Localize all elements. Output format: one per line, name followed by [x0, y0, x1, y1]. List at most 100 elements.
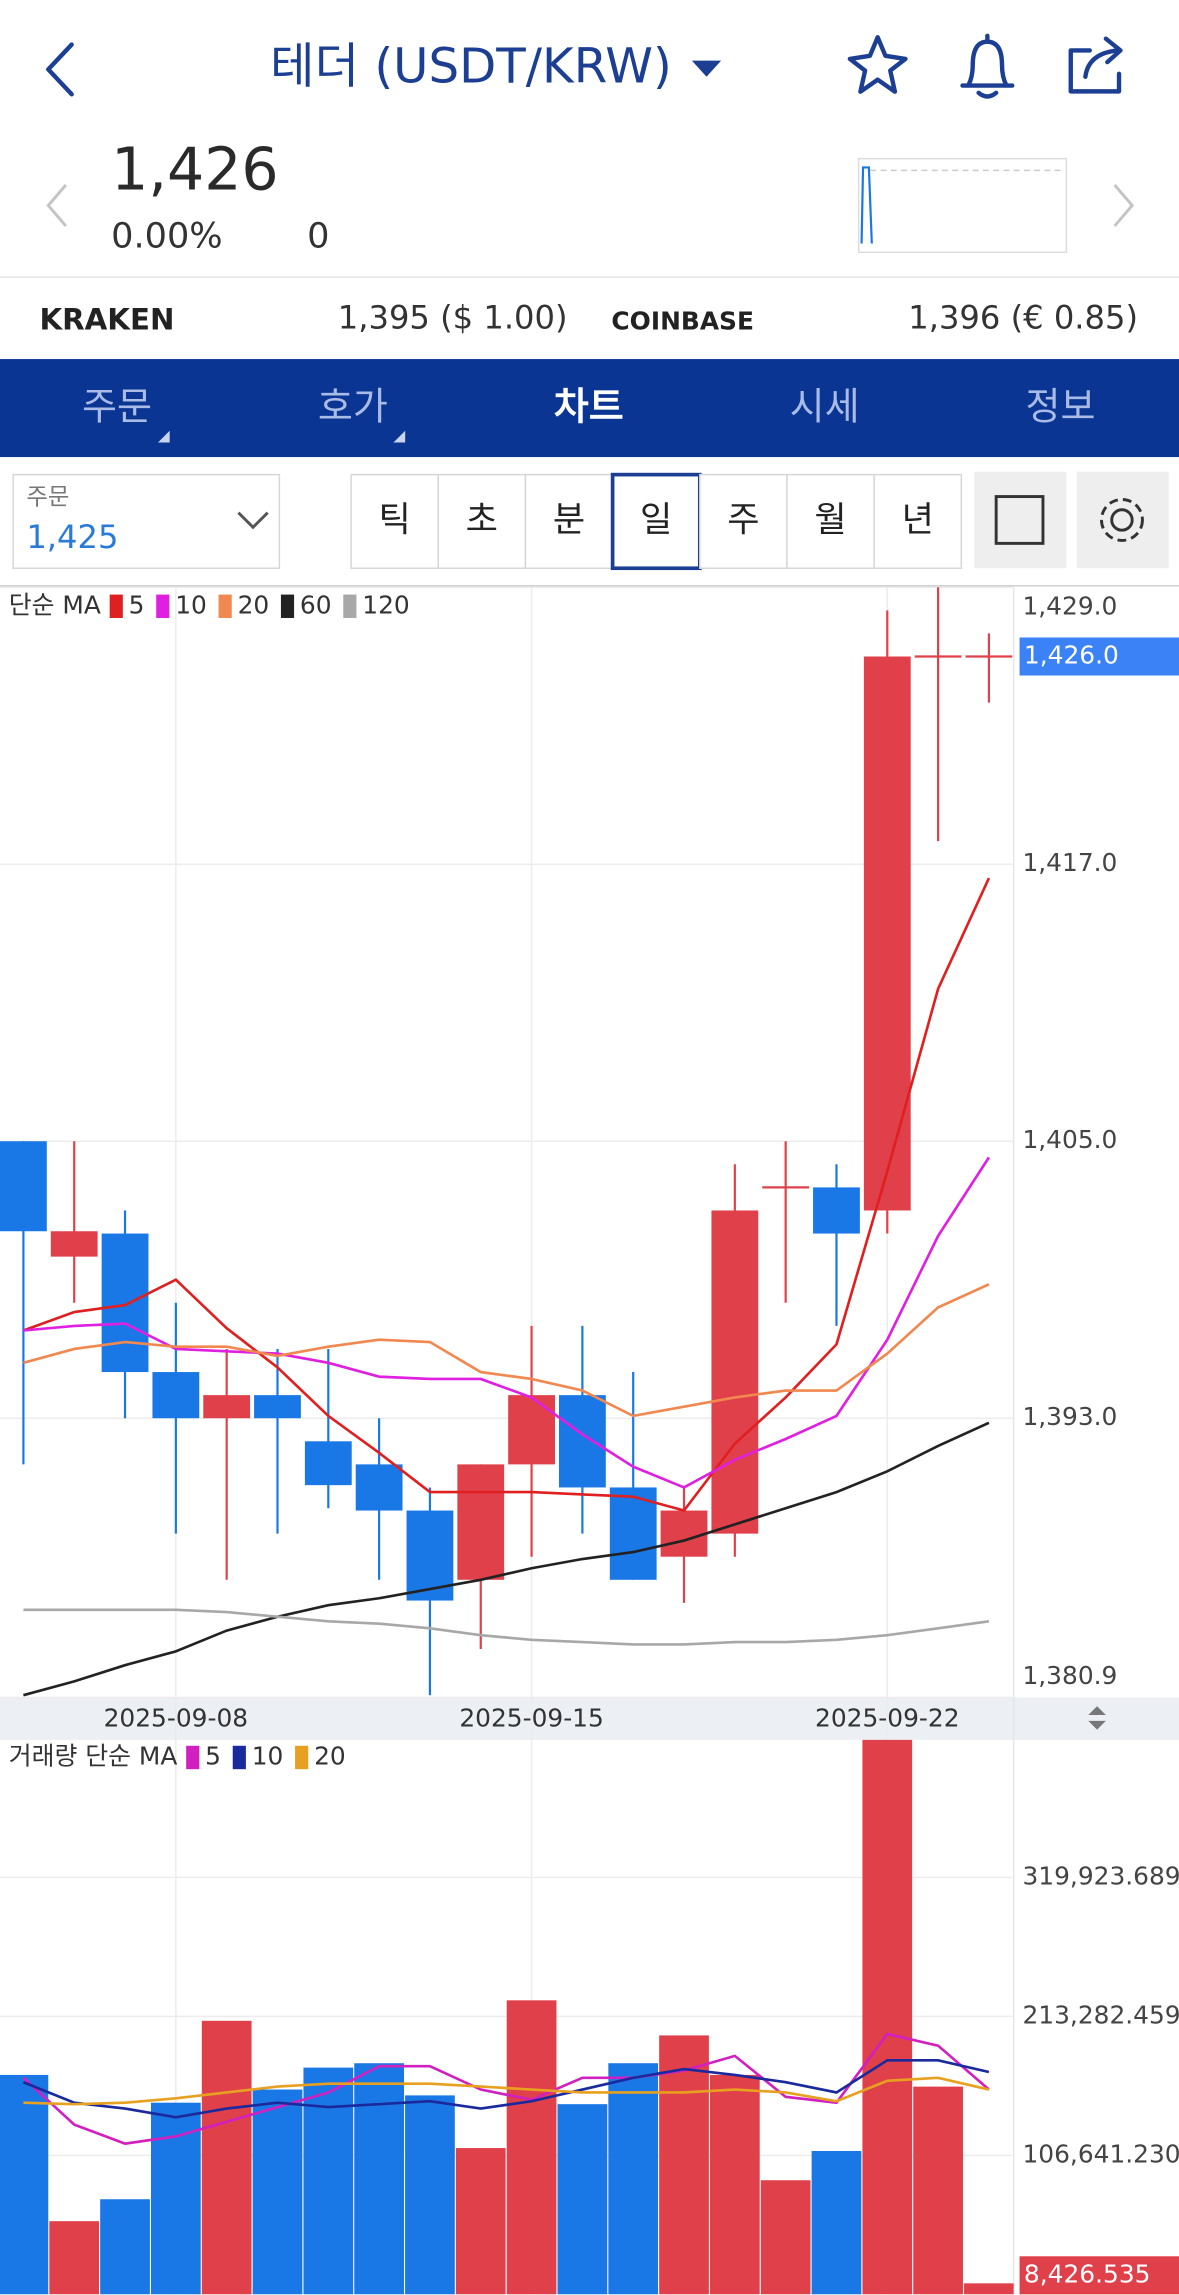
legend-label: 5 [129, 590, 145, 619]
candle-body [609, 1487, 657, 1580]
legend-label: 120 [362, 590, 409, 619]
prev-button[interactable] [46, 184, 67, 227]
legend-label: 20 [314, 1741, 346, 1770]
candle-body [355, 1464, 403, 1511]
tab[interactable]: 시세 [790, 384, 860, 428]
time-axis [0, 1697, 1179, 1740]
volume-bar [964, 2283, 1014, 2295]
legend-swatch [218, 594, 232, 618]
last-value-badge [1019, 2256, 1179, 2295]
legend-swatch [295, 1745, 309, 1770]
period-button[interactable] [610, 472, 702, 571]
volume-bar [405, 2095, 455, 2295]
settings-icon [1100, 498, 1144, 542]
period-label: 분 [553, 499, 585, 540]
legend-label: 20 [238, 590, 270, 619]
candle-body [508, 1395, 555, 1465]
charts: 1,380.9 1,393.0 1,405.0 1,417.0 1,429.0 1,426… [0, 586, 1179, 2295]
candle-body [660, 1510, 708, 1557]
exchange-name: KRAKEN [39, 303, 174, 337]
next-button[interactable] [1113, 184, 1135, 227]
volume-bar [913, 2086, 963, 2295]
back-button[interactable] [46, 42, 74, 97]
settings-icon [1110, 508, 1134, 532]
ma-line [22, 2058, 990, 2119]
share-button[interactable] [1068, 36, 1123, 94]
tab[interactable]: 호가 [318, 384, 388, 428]
x-tick-label: 2025-09-08 [104, 1703, 248, 1732]
candle-body [50, 1231, 98, 1257]
ma-line [23, 2076, 990, 2106]
period-label: 초 [466, 499, 498, 540]
change-rate: 0.00% [111, 216, 222, 257]
order-label: 주문 [26, 483, 69, 511]
ma-line [23, 1156, 991, 1489]
period-button[interactable] [437, 473, 527, 569]
resize-handle[interactable] [1088, 1706, 1106, 1730]
tab[interactable]: 주문 [82, 384, 152, 428]
tab[interactable]: 정보 [1026, 384, 1096, 428]
volume-bar [659, 2035, 709, 2295]
y-tick-label: 213,282.459 [1022, 2000, 1179, 2029]
period-button[interactable] [873, 473, 963, 569]
drawing-button[interactable] [974, 471, 1067, 569]
mini-chart [857, 157, 1068, 254]
candle-body [457, 1464, 505, 1580]
title[interactable]: 테더 (USDT/KRW) [270, 38, 672, 94]
volume-bar [506, 2000, 557, 2295]
legend-label: 10 [175, 590, 207, 619]
dropdown-icon[interactable] [691, 60, 722, 77]
candle-body [863, 656, 911, 1211]
candle-body [101, 1233, 149, 1373]
y-tick-label: 1,417.0 [1022, 848, 1117, 877]
volume-bar [303, 2067, 354, 2295]
volume-bar [354, 2063, 404, 2295]
order-select[interactable] [12, 473, 281, 569]
price: 1,426 [111, 135, 278, 203]
legend-swatch [186, 1745, 200, 1770]
ma-line [23, 1608, 990, 1646]
exchange-price: 1,395 ($ 1.00) [338, 299, 568, 337]
volume-bar [252, 2089, 303, 2295]
period-label: 일 [640, 499, 672, 540]
volume-bar [608, 2063, 659, 2295]
tab-corner [393, 430, 406, 443]
volume-bar [150, 2102, 201, 2295]
candle-body [558, 1395, 606, 1488]
legend-swatch [232, 1745, 246, 1770]
change: 0 [307, 216, 329, 257]
mini-chart-spark [860, 166, 873, 244]
volume-bar [49, 2221, 100, 2295]
tab-bar [0, 359, 1179, 458]
volume-bar [811, 2150, 862, 2295]
order-value: 1,425 [26, 518, 118, 556]
legend-title: 단순 MA [9, 590, 101, 619]
period-button[interactable] [786, 473, 875, 569]
exchange-name: COINBASE [611, 306, 754, 335]
volume-bar [557, 2104, 608, 2295]
legend-swatch [280, 594, 295, 618]
y-tick-label: 1,380.9 [1022, 1661, 1117, 1690]
last-value-label: 1,426.0 [1024, 641, 1119, 670]
tabs: 주문 호가 차트 시세 정보 [82, 384, 1095, 428]
volume-bar [201, 2020, 252, 2295]
period-button[interactable] [699, 473, 788, 569]
tab[interactable]: 차트 [554, 384, 624, 428]
favorite-button[interactable] [847, 35, 908, 94]
volume-bar [455, 2148, 506, 2295]
legend-label: 60 [300, 590, 332, 619]
candle-body [711, 1210, 759, 1534]
period-button[interactable] [350, 473, 439, 569]
last-value-label: 8,426.535 [1024, 2259, 1151, 2288]
alarm-button[interactable] [960, 33, 1015, 99]
exchange-price: 1,396 (€ 0.85) [908, 299, 1138, 337]
period-label: 월 [814, 499, 846, 540]
y-tick-label: 319,923.689 [1022, 1861, 1179, 1890]
settings-button[interactable] [1076, 471, 1169, 569]
ma-line [22, 2032, 990, 2146]
volume-bar [100, 2199, 150, 2295]
y-tick-label: 1,429.0 [1022, 592, 1117, 621]
